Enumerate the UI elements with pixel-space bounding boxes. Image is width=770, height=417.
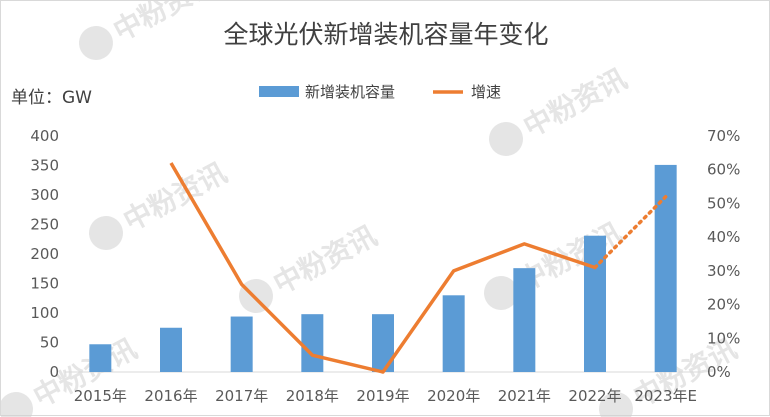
legend: 新增装机容量 增速 xyxy=(259,83,501,101)
bar xyxy=(231,317,253,372)
x-tick-label: 2019年 xyxy=(356,387,409,405)
left-tick-label: 100 xyxy=(30,304,59,322)
x-tick-label: 2022年 xyxy=(568,387,621,405)
watermark-text: 中粉资讯 xyxy=(518,62,632,144)
watermark: 中粉资讯 xyxy=(73,1,222,66)
x-tick-label: 2020年 xyxy=(427,387,480,405)
left-axis-ticks: 0 50 100 150 200 250 300 350 400 xyxy=(30,127,59,381)
bar xyxy=(584,236,606,372)
bar xyxy=(160,328,182,372)
bar xyxy=(443,295,465,372)
bar xyxy=(301,314,323,372)
watermark-text: 中粉资讯 xyxy=(108,1,222,48)
x-tick-label: 2018年 xyxy=(286,387,339,405)
x-tick-label: 2023年E xyxy=(634,387,697,405)
x-axis-ticks: 2015年 2016年 2017年 2018年 2019年 2020年 2021年 2022年… xyxy=(74,387,697,405)
left-tick-label: 50 xyxy=(40,334,59,352)
left-tick-label: 300 xyxy=(30,186,59,204)
x-tick-label: 2016年 xyxy=(144,387,197,405)
left-tick-label: 250 xyxy=(30,216,59,234)
chart-title: 全球光伏新增装机容量年变化 xyxy=(223,20,548,49)
right-tick-label: 50% xyxy=(707,194,740,212)
left-tick-label: 400 xyxy=(30,127,59,145)
legend-item-bar: 新增装机容量 xyxy=(259,83,395,101)
x-tick-label: 2017年 xyxy=(215,387,268,405)
legend-label-line: 增速 xyxy=(471,83,501,101)
legend-swatch-bar xyxy=(259,86,299,97)
watermark: 中粉资讯 xyxy=(483,61,632,162)
right-tick-label: 0% xyxy=(707,363,731,381)
x-tick-label: 2015年 xyxy=(74,387,127,405)
right-tick-label: 10% xyxy=(707,329,740,347)
left-tick-label: 350 xyxy=(30,157,59,175)
left-tick-label: 200 xyxy=(30,245,59,263)
right-axis-ticks: 0% 10% 20% 30% 40% 50% 60% 70% xyxy=(707,127,740,381)
right-tick-label: 70% xyxy=(707,127,740,145)
right-tick-label: 20% xyxy=(707,296,740,314)
right-tick-label: 30% xyxy=(707,262,740,280)
right-tick-label: 60% xyxy=(707,161,740,179)
watermark: 中粉资讯 xyxy=(233,218,382,319)
x-tick-label: 2021年 xyxy=(498,387,551,405)
watermark-layer: 中粉资讯中粉资讯中粉资讯中粉资讯中粉资讯中粉资讯中粉资讯 xyxy=(1,1,742,417)
legend-label-bar: 新增装机容量 xyxy=(305,83,395,101)
legend-item-line: 增速 xyxy=(433,83,501,101)
bar xyxy=(89,344,111,372)
unit-label: 单位：GW xyxy=(11,88,92,108)
bar xyxy=(513,268,535,372)
left-tick-label: 150 xyxy=(30,275,59,293)
watermark: 中粉资讯 xyxy=(83,155,232,256)
watermark-text: 中粉资讯 xyxy=(268,219,382,301)
right-tick-label: 40% xyxy=(707,228,740,246)
left-tick-label: 0 xyxy=(49,363,59,381)
